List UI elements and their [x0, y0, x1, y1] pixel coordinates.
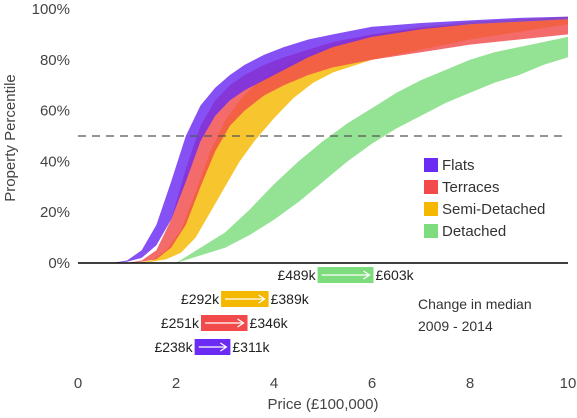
median-arrow-head-semi-detached [258, 294, 266, 304]
x-tick-label: 4 [270, 375, 278, 392]
legend-swatch-detached [424, 224, 438, 238]
y-tick-label: 60% [40, 103, 70, 120]
y-tick-label: 80% [40, 52, 70, 69]
legend-label-semi-detached: Semi-Detached [442, 201, 545, 218]
axes: 0% 20% 40% 60% 80% 100% 0 2 4 6 8 10 [32, 1, 577, 392]
y-axis-title: Property Percentile [2, 74, 19, 202]
x-tick-label: 6 [368, 375, 376, 392]
x-tick-label: 0 [74, 375, 82, 392]
legend-label-flats: Flats [442, 157, 475, 174]
legend-label-terraces: Terraces [442, 179, 500, 196]
median-arrow-head-flats [220, 342, 228, 352]
legend-swatch-flats [424, 158, 438, 172]
median-to-label-detached: £603k [375, 267, 414, 283]
band-flats [112, 16, 569, 263]
x-tick-label: 10 [560, 375, 577, 392]
median-from-label-terraces: £251k [161, 315, 200, 331]
y-tick-label: 20% [40, 204, 70, 221]
y-tick-label: 100% [32, 1, 70, 18]
percentile-bands [112, 16, 569, 264]
y-tick-label: 0% [48, 255, 70, 272]
median-from-label-flats: £238k [154, 339, 193, 355]
median-to-label-flats: £311k [232, 339, 270, 355]
y-tick-label: 40% [40, 153, 70, 170]
median-to-label-semi-detached: £389k [271, 291, 310, 307]
median-arrow-head-detached [363, 270, 371, 280]
x-tick-label: 8 [466, 375, 474, 392]
x-tick-label: 2 [172, 375, 180, 392]
median-from-label-semi-detached: £292k [181, 291, 220, 307]
legend: Flats Terraces Semi-Detached Detached [424, 157, 545, 240]
band-semi-detached [136, 16, 569, 263]
median-arrow-head-terraces [237, 318, 245, 328]
x-axis-title: Price (£100,000) [268, 396, 379, 413]
median-from-label-detached: £489k [277, 267, 316, 283]
median-note-line2: 2009 - 2014 [418, 318, 493, 334]
legend-label-detached: Detached [442, 223, 506, 240]
legend-swatch-semi-detached [424, 202, 438, 216]
legend-swatch-terraces [424, 180, 438, 194]
median-to-label-terraces: £346k [250, 315, 289, 331]
median-change-arrows: £489k £603k £292k £389k £251k £346k £238k £311k [154, 267, 415, 355]
band-detached [176, 36, 568, 264]
median-note-line1: Change in median [418, 296, 532, 312]
